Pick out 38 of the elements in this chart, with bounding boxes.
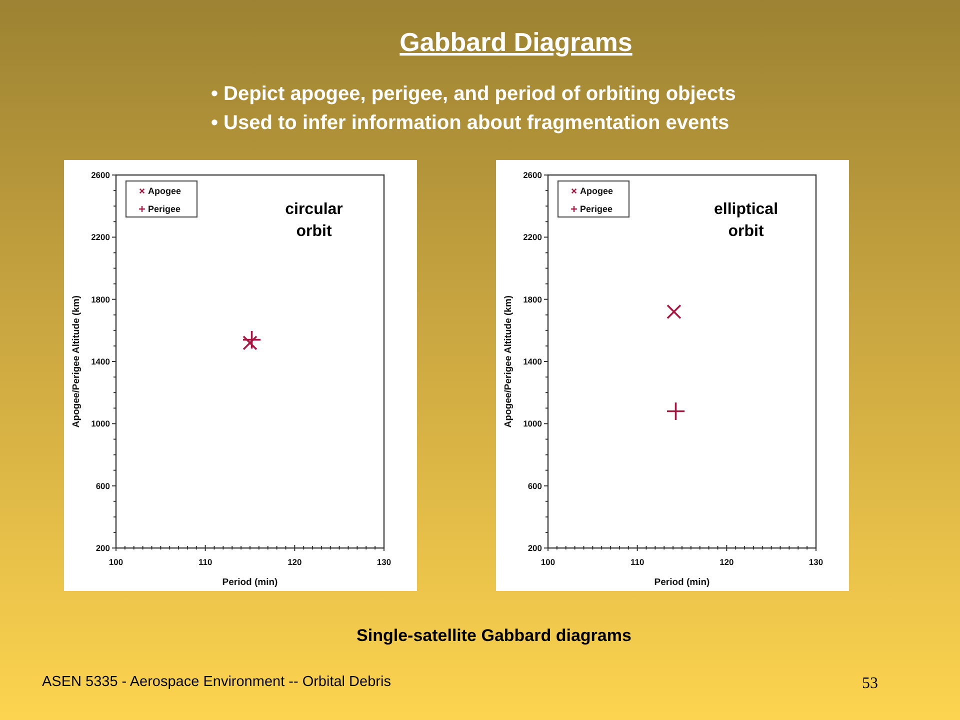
y-tick-label: 2600 — [91, 170, 110, 180]
y-tick-label: 1000 — [91, 418, 110, 429]
y-axis-title: Apogee/Perigee Altitude (km) — [71, 295, 82, 428]
legend-label: Perigee — [148, 204, 181, 214]
annotation: circular orbit — [285, 201, 343, 240]
x-tick-label: 120 — [288, 557, 302, 567]
y-axis-title: Apogee/Perigee Altitude (km) — [503, 295, 514, 428]
text: Gabbard Diagrams — [400, 27, 632, 57]
y-tick-label: 1000 — [523, 418, 542, 429]
legend-label: Apogee — [580, 186, 614, 196]
legend-label: Apogee — [148, 186, 182, 196]
y-tick-label: 200 — [528, 542, 542, 553]
x-tick-label: 110 — [198, 557, 212, 567]
x-tick-label: 110 — [630, 557, 644, 567]
annotation: elliptical orbit — [714, 201, 778, 240]
y-tick-label: 2600 — [523, 170, 542, 180]
y-tick-label: 200 — [96, 542, 110, 553]
x-tick-label: 130 — [808, 557, 824, 567]
text: • Depict apogee, perigee, and period of orbiting objects — [211, 83, 736, 105]
y-tick-label: 1400 — [91, 356, 110, 366]
y-tick-label: 1800 — [91, 294, 110, 304]
x-tick-label: 100 — [540, 557, 556, 567]
text: 53 — [862, 675, 878, 692]
x-axis-title: Period (min) — [654, 577, 710, 588]
text: • Used to infer information about fragmentation events — [211, 112, 730, 134]
y-tick-label: 2200 — [523, 232, 542, 242]
y-tick-label: 1800 — [523, 294, 542, 304]
y-tick-label: 1400 — [523, 356, 542, 366]
y-tick-label: 2200 — [91, 232, 110, 242]
x-axis-title: Period (min) — [222, 577, 278, 588]
legend-label: Perigee — [580, 204, 613, 214]
x-tick-label: 130 — [376, 557, 392, 567]
x-tick-label: 100 — [108, 557, 124, 567]
text: ASEN 5335 - Aerospace Environment -- Orbital Debris — [42, 674, 391, 690]
x-tick-label: 120 — [720, 557, 734, 567]
text: Single-satellite Gabbard diagrams — [356, 626, 632, 645]
y-tick-label: 600 — [96, 480, 110, 491]
y-tick-label: 600 — [528, 480, 542, 491]
